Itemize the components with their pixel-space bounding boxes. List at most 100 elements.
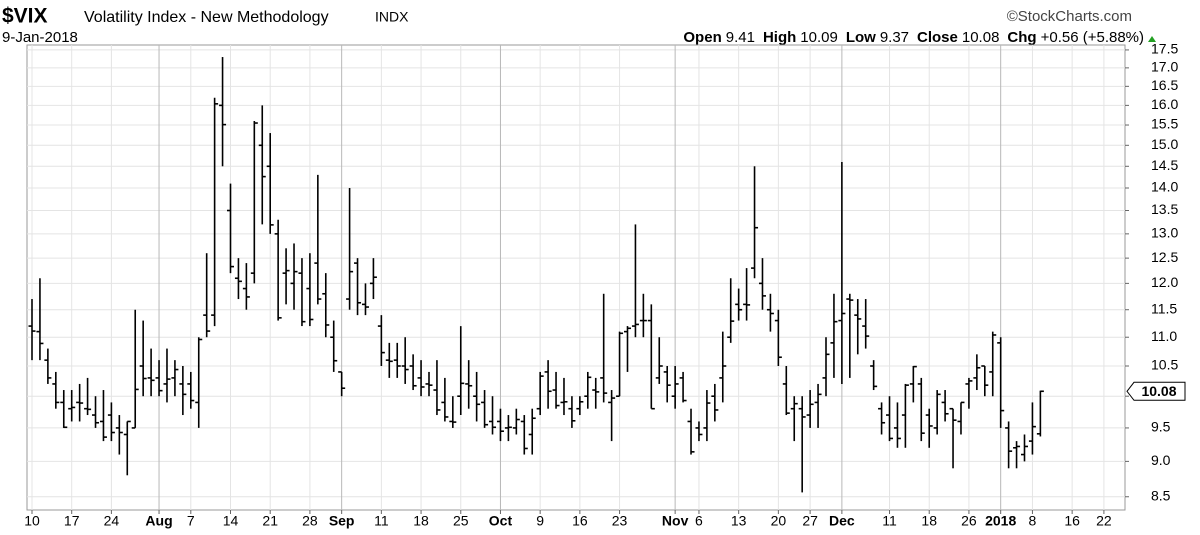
quote-label: High xyxy=(763,29,796,46)
y-tick-label: 9.5 xyxy=(1151,419,1171,435)
ohlc-bar xyxy=(504,415,512,442)
x-tick-label: 16 xyxy=(572,513,588,529)
plot-area: 8.59.09.510.010.511.011.512.012.513.013.… xyxy=(24,41,1186,529)
ohlc-bar xyxy=(338,371,346,397)
ohlc-bar xyxy=(433,360,441,416)
x-tick-label: 23 xyxy=(612,513,628,529)
x-tick-label: Aug xyxy=(145,513,172,529)
x-tick-label: 17 xyxy=(64,513,80,529)
ohlc-bar xyxy=(187,371,195,409)
ohlc-bar xyxy=(639,293,647,338)
ohlc-bar xyxy=(250,121,258,284)
ohlc-bar xyxy=(131,309,139,429)
ohlc-bar xyxy=(862,299,870,349)
ohlc-bar xyxy=(758,258,766,310)
y-tick-label: 17.0 xyxy=(1151,59,1178,75)
ohlc-bar xyxy=(163,348,171,403)
ohlc-bar xyxy=(743,268,751,321)
last-price-box xyxy=(1126,381,1186,401)
ohlc-bar xyxy=(925,408,933,448)
ohlc-bar xyxy=(92,396,100,428)
quote-value: 10.08 xyxy=(962,29,1000,46)
y-tick-label: 12.5 xyxy=(1151,249,1178,265)
ohlc-bar xyxy=(878,402,886,435)
ohlc-bar xyxy=(711,383,719,422)
ohlc-bar xyxy=(798,396,806,493)
ohlc-bar xyxy=(695,421,703,442)
ohlc-bar xyxy=(68,390,76,422)
ohlc-bar xyxy=(766,293,774,332)
y-tick-label: 15.0 xyxy=(1151,136,1178,152)
ohlc-bar xyxy=(290,243,298,310)
ohlc-bar xyxy=(195,337,203,428)
ohlc-bar xyxy=(655,337,663,384)
x-tick-label: 20 xyxy=(771,513,787,529)
x-tick-label: 18 xyxy=(413,513,429,529)
x-tick-label: Sep xyxy=(329,513,355,529)
y-tick-label: 11.5 xyxy=(1151,300,1177,316)
ohlc-bar xyxy=(107,402,115,442)
ohlc-bar xyxy=(147,348,155,397)
ohlc-bar xyxy=(227,183,234,274)
ohlc-bar xyxy=(727,278,735,343)
chart-title: $VIX xyxy=(2,5,48,28)
ohlc-bar xyxy=(1028,402,1036,455)
quote-label: Close xyxy=(917,29,958,46)
ohlc-bar xyxy=(949,407,957,469)
ohlc-bar xyxy=(473,371,481,422)
x-tick-label: 13 xyxy=(731,513,747,529)
ohlc-bar xyxy=(536,371,544,416)
ohlc-bar xyxy=(266,133,274,234)
x-tick-label: 11 xyxy=(374,513,389,529)
ohlc-bar xyxy=(687,408,695,455)
ohlc-bar xyxy=(957,401,965,435)
ohlc-bar xyxy=(385,342,393,378)
y-tick-label: 8.5 xyxy=(1151,487,1171,503)
ohlc-bar xyxy=(981,365,989,397)
ohlc-bar xyxy=(219,57,227,167)
ohlc-bar xyxy=(139,320,147,397)
x-tick-label: 14 xyxy=(223,513,239,529)
ohlc-bar xyxy=(346,188,354,310)
y-tick-label: 11.0 xyxy=(1151,328,1177,344)
ohlc-bar xyxy=(155,360,163,397)
x-tick-label: Oct xyxy=(489,513,513,529)
ohlc-bar xyxy=(608,390,616,442)
x-tick-label: 11 xyxy=(882,513,897,529)
ohlc-bar xyxy=(361,283,369,316)
ohlc-bar xyxy=(36,278,44,361)
ohlc-bar xyxy=(60,390,68,429)
quote-label: Low xyxy=(846,29,876,46)
x-tick-label: Dec xyxy=(829,513,855,529)
ohlc-bar xyxy=(457,326,465,416)
ohlc-bar xyxy=(377,315,385,367)
ohlc-bar xyxy=(544,360,552,409)
quote-value: 10.09 xyxy=(800,29,838,46)
ohlc-bar xyxy=(489,396,497,435)
ohlc-bar xyxy=(1021,434,1028,462)
ohlc-bar xyxy=(631,224,639,338)
up-arrow xyxy=(1148,36,1156,42)
ohlc-bar xyxy=(354,258,362,316)
ohlc-bar xyxy=(846,293,854,378)
ohlc-bar xyxy=(330,320,338,372)
ohlc-bar xyxy=(822,337,830,397)
quote-value: 9.41 xyxy=(726,29,755,46)
ohlc-bar xyxy=(830,293,838,378)
source: ©StockCharts.com xyxy=(1007,8,1132,25)
ohlc-bar xyxy=(592,377,600,409)
ohlc-bar xyxy=(735,288,743,321)
ohlc-bar xyxy=(997,337,1005,428)
ohlc-bar xyxy=(203,253,211,338)
ohlc-bar xyxy=(941,390,949,422)
y-tick-label: 12.0 xyxy=(1151,274,1178,290)
ohlc-bar xyxy=(465,360,473,409)
ohlc-bar xyxy=(496,408,504,442)
ohlc-bar xyxy=(560,377,568,416)
ohlc-bar xyxy=(258,105,266,225)
ohlc-bar xyxy=(322,273,330,338)
ohlc-bar xyxy=(179,366,187,416)
x-tick-label: Nov xyxy=(662,513,689,529)
